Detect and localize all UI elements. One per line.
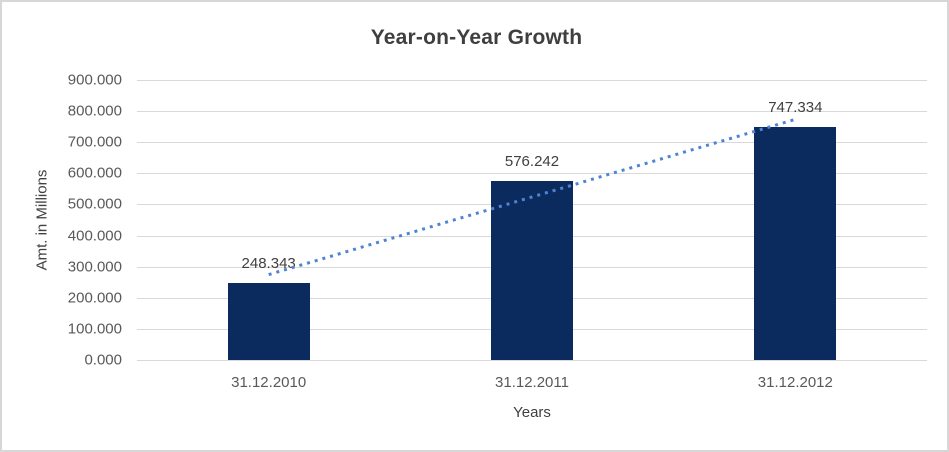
x-tick-label: 31.12.2010 xyxy=(231,374,307,391)
y-tick-label: 200.000 xyxy=(67,289,122,307)
bar xyxy=(754,127,837,360)
y-axis-title: Amt. in Millions xyxy=(33,169,51,271)
gridline xyxy=(137,111,927,113)
bar xyxy=(227,282,310,360)
x-axis-title: Years xyxy=(513,404,551,421)
gridline xyxy=(137,360,927,361)
x-tick-label: 31.12.2012 xyxy=(757,374,833,391)
y-tick-label: 500.000 xyxy=(67,195,122,213)
bar-value-label: 576.242 xyxy=(504,152,560,170)
bar-value-label: 747.334 xyxy=(768,99,823,117)
y-tick-label: 400.000 xyxy=(67,227,122,245)
x-tick-label: 31.12.2011 xyxy=(495,374,569,391)
y-tick-label: 800.000 xyxy=(67,102,122,120)
y-tick-label: 300.000 xyxy=(67,258,122,276)
y-tick-label: 0.000 xyxy=(84,351,122,369)
y-tick-label: 600.000 xyxy=(67,164,122,182)
y-tick-label: 900.000 xyxy=(67,71,122,89)
gridline xyxy=(137,80,927,81)
bar xyxy=(491,180,573,360)
y-tick-label: 100.000 xyxy=(67,320,122,338)
chart-title: Year-on-Year Growth xyxy=(370,26,583,49)
bar-value-label: 248.343 xyxy=(241,254,296,272)
y-tick-label: 700.000 xyxy=(67,133,122,151)
